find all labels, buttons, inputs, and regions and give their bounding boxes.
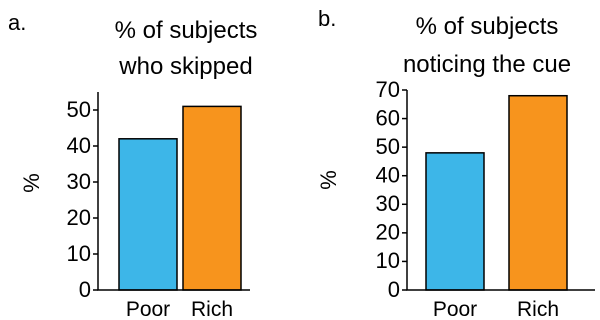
chart-a-title-line-2: who skipped: [118, 53, 252, 80]
panel-letter-b: b.: [318, 6, 336, 31]
chart-a-bar-rich: [182, 105, 242, 291]
chart-b-y-tick-label: 60: [376, 105, 400, 130]
chart-a-axes: [97, 92, 250, 291]
chart-a-category-label-poor: Poor: [126, 298, 170, 320]
chart-a-y-tick-label: 40: [67, 133, 91, 158]
chart-b-y-tick-label: 40: [376, 163, 400, 188]
chart-b-category-label-poor: Poor: [433, 298, 477, 320]
chart-a-y-tick-label: 0: [79, 277, 91, 302]
chart-a: a. % of subjects who skipped % 0 10 20 30 40…: [8, 10, 257, 320]
chart-b-y-tick-label: 20: [376, 220, 400, 245]
chart-b-category-label-rich: Rich: [517, 298, 559, 320]
chart-a-categories: Poor Rich: [126, 298, 233, 320]
chart-a-y-axis-label: %: [19, 173, 44, 193]
chart-b-bar-poor: [425, 152, 485, 291]
chart-a-y-tick-label: 10: [67, 241, 91, 266]
chart-b-y-axis-label: %: [316, 170, 341, 190]
chart-b-categories: Poor Rich: [433, 298, 559, 320]
chart-b-bar-rich: [508, 94, 568, 291]
chart-a-category-label-rich: Rich: [191, 298, 233, 320]
chart-b-y-tick-label: 70: [376, 77, 400, 102]
chart-a-bars: [118, 105, 242, 291]
chart-b-y-tick-label: 30: [376, 191, 400, 216]
chart-b: b. % of subjects noticing the cue % 0 10 2…: [316, 6, 595, 320]
chart-a-y-tick-label: 20: [67, 205, 91, 230]
chart-b-y-tick-label: 0: [388, 277, 400, 302]
chart-a-y-tick-label: 50: [67, 97, 91, 122]
chart-b-bars: [425, 94, 568, 291]
chart-a-title-line-1: % of subjects: [115, 17, 258, 44]
panel-letter-a: a.: [8, 10, 26, 35]
chart-b-y-tick-label: 50: [376, 134, 400, 159]
chart-b-axes: [406, 90, 595, 291]
chart-b-y-tick-label: 10: [376, 248, 400, 273]
chart-b-title-line-2: noticing the cue: [403, 51, 571, 78]
chart-a-y-tick-label: 30: [67, 169, 91, 194]
chart-b-y-ticks: 0 10 20 30 40 50 60 70: [376, 77, 407, 302]
chart-a-bar-poor: [118, 138, 178, 291]
chart-a-y-ticks: 0 10 20 30 40 50: [67, 97, 98, 302]
chart-b-title-line-1: % of subjects: [416, 13, 559, 40]
